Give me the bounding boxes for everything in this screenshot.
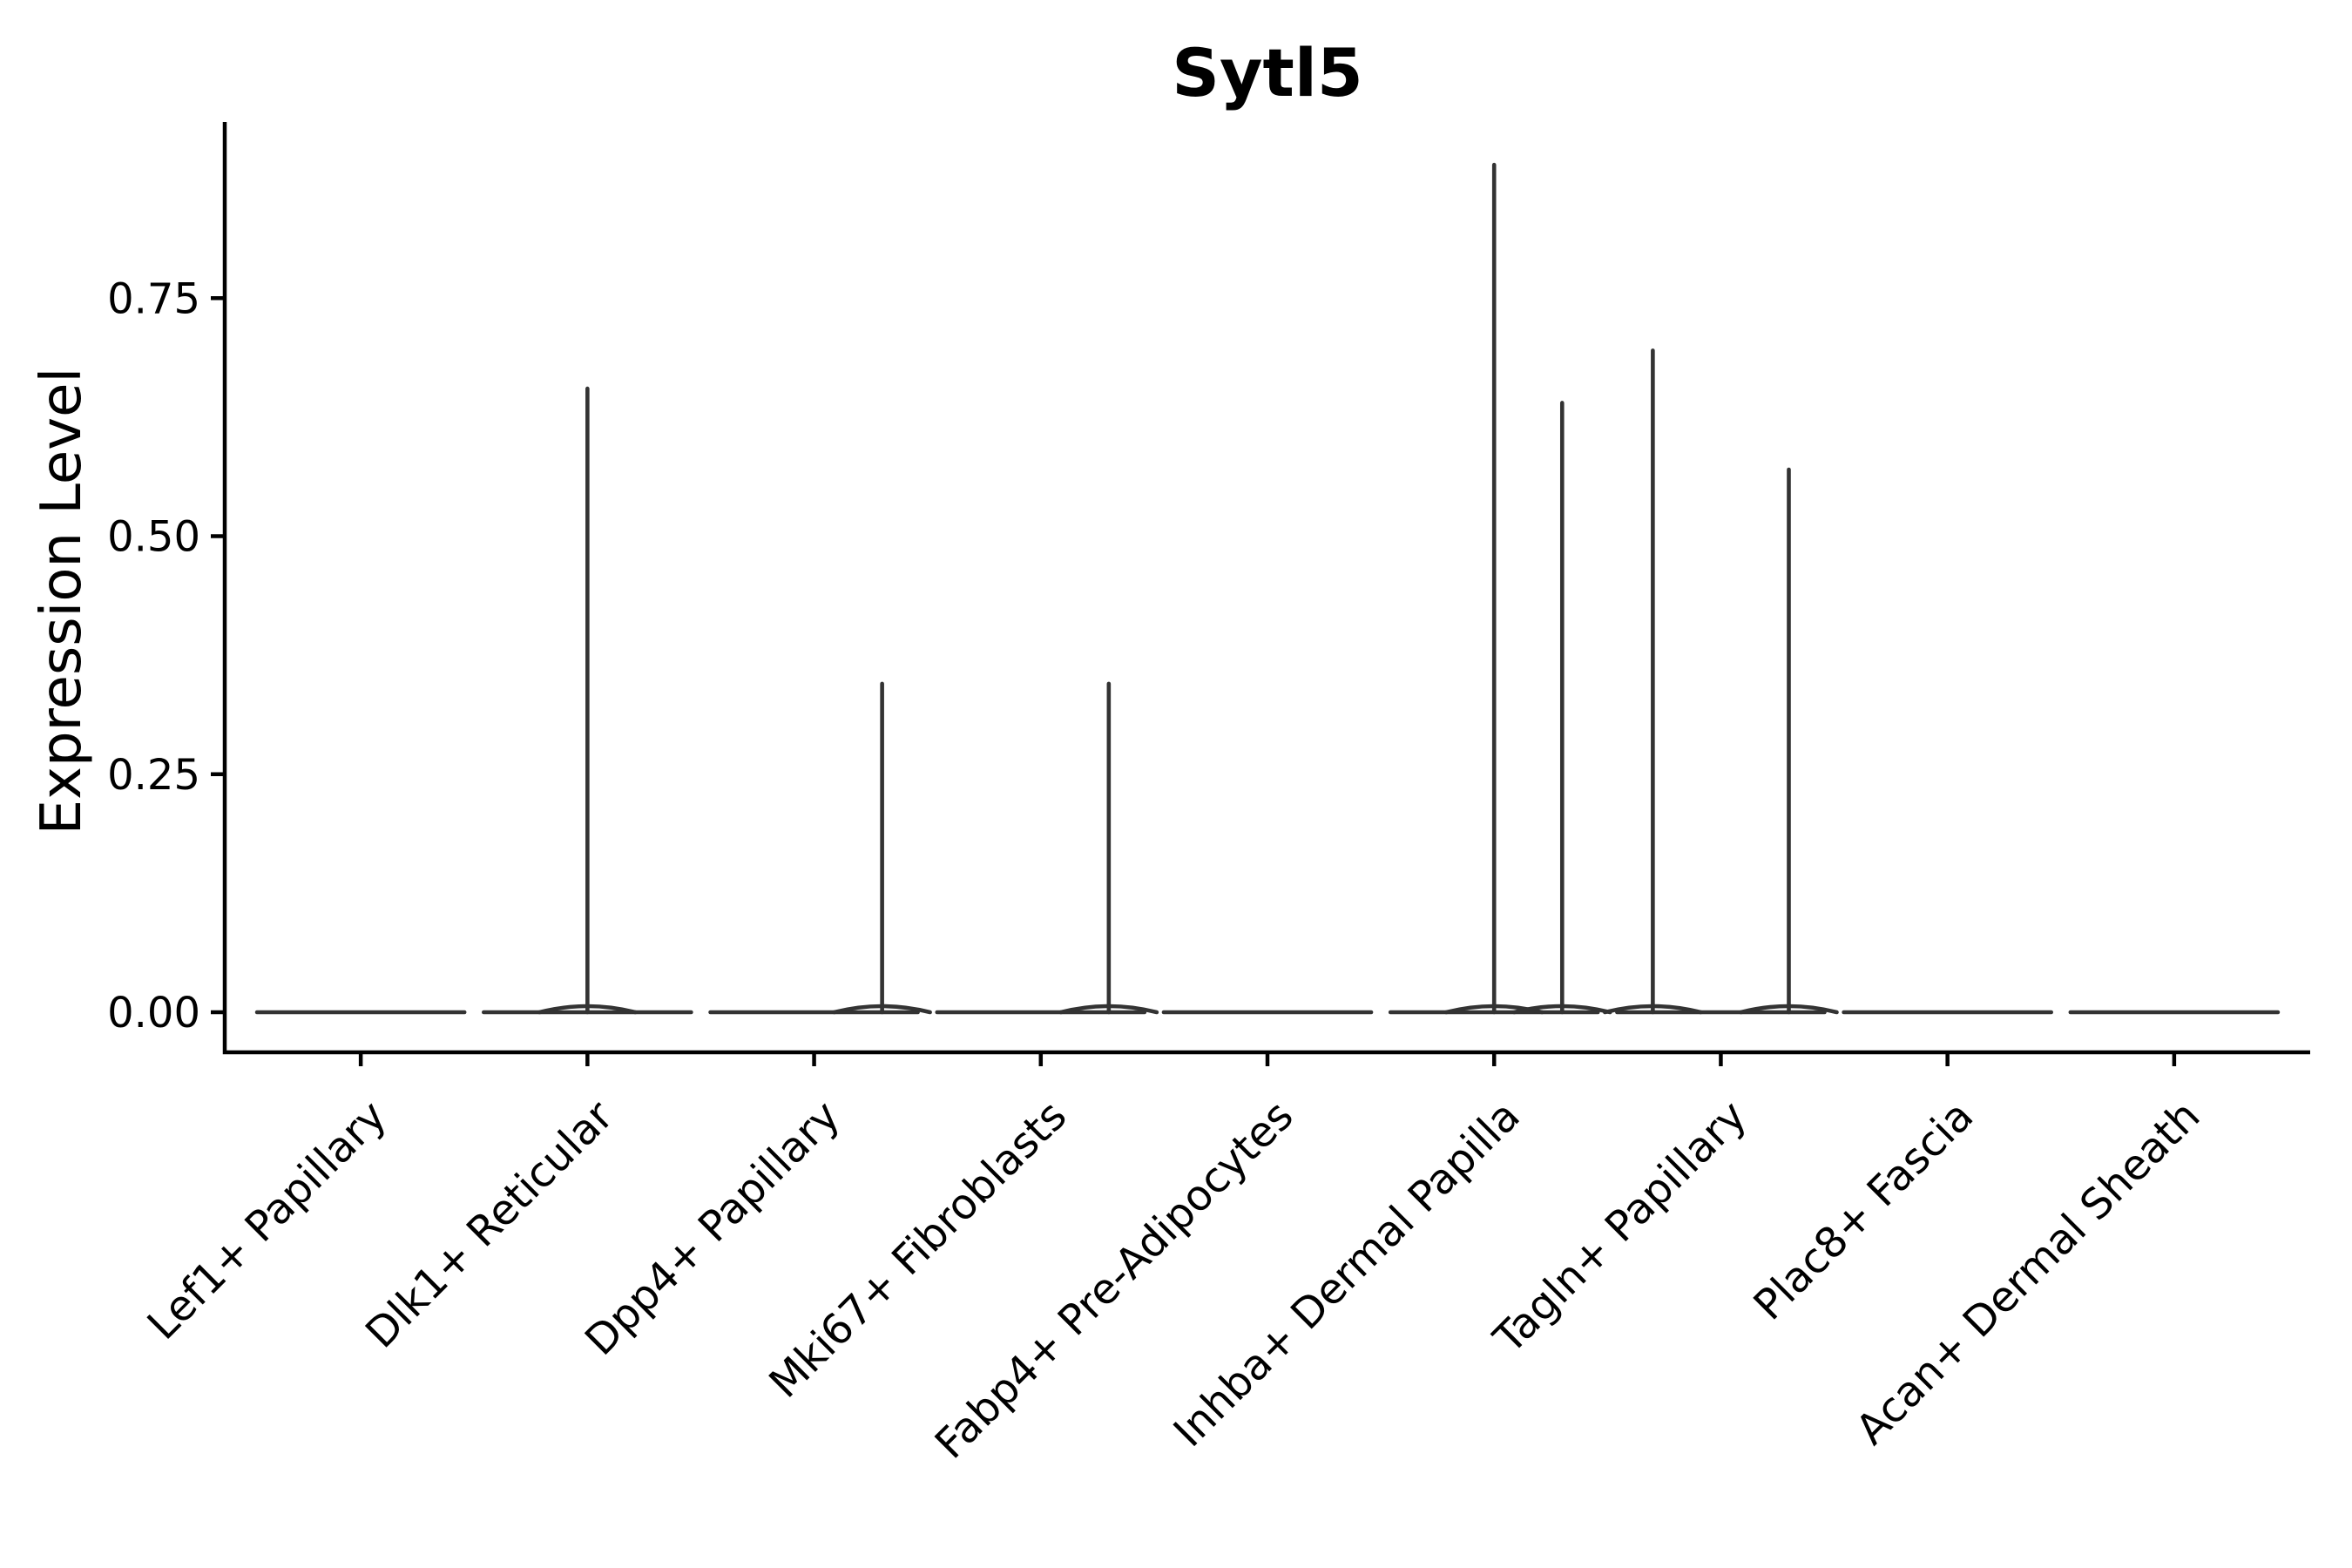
x-tick-label: Lef1+ Papillary: [139, 1092, 396, 1349]
x-tick-label: Dlk1+ Reticular: [356, 1092, 623, 1358]
violin-3: [708, 681, 932, 1015]
violin-layer: [254, 162, 2281, 1015]
y-axis-title: Expression Level: [30, 368, 94, 835]
violin-7: [1603, 348, 1839, 1015]
x-tick-label: Fabp4+ Pre-Adipocytes: [926, 1092, 1303, 1469]
y-tick-label: 0.25: [107, 751, 200, 800]
x-tick-label: Plac8+ Fascia: [1745, 1092, 1984, 1330]
y-tick-label: 0.50: [107, 513, 200, 562]
axes-layer: 0.00 0.25 0.50 0.75: [107, 122, 2310, 1066]
x-tick-label: Tagln+ Papillary: [1484, 1092, 1756, 1363]
violin-4: [935, 681, 1159, 1015]
violin-2: [481, 386, 693, 1015]
y-tick-label: 0.00: [107, 989, 200, 1037]
plot-title: Sytl5: [1172, 34, 1363, 112]
violin-6: [1388, 162, 1612, 1015]
axis-spines: [222, 122, 2310, 1055]
y-tick-label: 0.75: [107, 274, 200, 323]
